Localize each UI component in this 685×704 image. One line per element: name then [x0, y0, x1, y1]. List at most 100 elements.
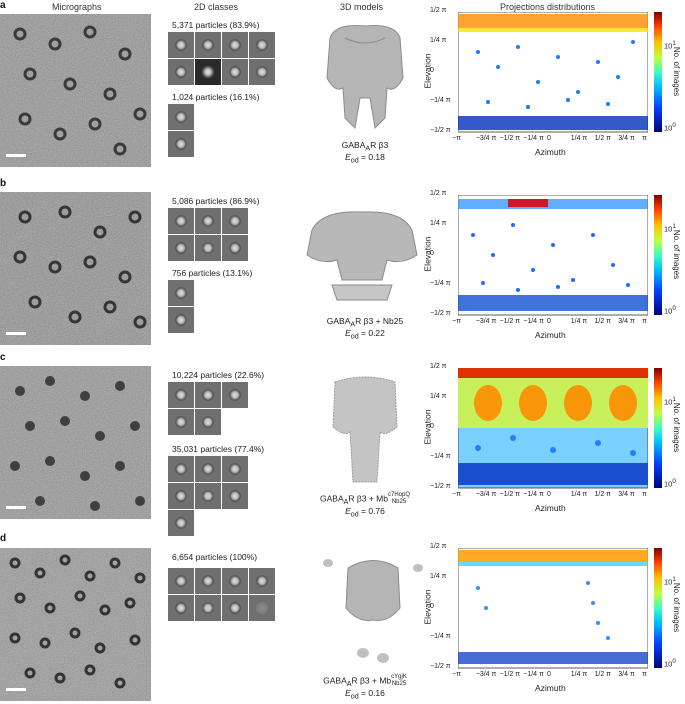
x-tick-label: π	[642, 135, 647, 142]
class-average	[168, 456, 194, 482]
colorbar-low-exponent: 0	[672, 478, 676, 485]
class-average	[222, 59, 248, 85]
class-average	[222, 568, 248, 594]
class-averages-grid	[168, 280, 194, 333]
y-tick-label: −1/4 π	[430, 280, 451, 287]
model-rest: R β3 + Nb25	[355, 316, 404, 326]
y-tick-label: 1/2 π	[430, 7, 447, 14]
y-tick-label: −1/4 π	[430, 453, 451, 460]
x-axis-title: Azimuth	[535, 683, 566, 693]
eod-label: Eod = 0.16	[305, 688, 425, 701]
class-average	[168, 595, 194, 621]
model-superscript: c7HopQ	[387, 492, 410, 498]
micrograph-a	[0, 14, 151, 167]
model-extra-subscript: Nb25	[391, 681, 407, 687]
eod-subscript: od	[350, 692, 359, 701]
y-tick-label: −1/4 π	[430, 633, 451, 640]
x-tick-label: −3/4 π	[475, 671, 497, 678]
colorbar-high-base: 10	[664, 224, 673, 234]
x-tick-label: 3/4 π	[618, 135, 635, 142]
particle-count: 5,371 particles (83.9%)	[172, 20, 260, 30]
scale-bar	[6, 332, 26, 335]
x-tick-label: −π	[452, 135, 461, 142]
x-tick-label: 1/2 π	[594, 318, 612, 325]
scale-bar	[6, 506, 26, 509]
x-tick-label: −1/4 π	[523, 135, 544, 142]
header-3d-models: 3D models	[340, 2, 384, 12]
colorbar-high-label: 101	[664, 396, 676, 407]
class-average	[195, 409, 221, 435]
x-tick-label: −3/4 π	[475, 135, 497, 142]
class-average	[168, 510, 194, 536]
micrograph-b-image	[0, 192, 151, 345]
class-average	[168, 235, 194, 261]
model-subscript: A	[365, 144, 371, 153]
panel-label-b: b	[0, 178, 7, 189]
colorbar-low-base: 10	[664, 479, 673, 489]
colorbar	[654, 12, 662, 132]
colorbar-low-label: 100	[664, 658, 676, 669]
x-tick-label: 1/4 π	[570, 135, 588, 142]
colorbar-high-exponent: 1	[672, 223, 676, 230]
class-averages-grid	[168, 104, 194, 157]
x-tick-label: −π	[452, 671, 461, 678]
x-tick-label: −1/4 π	[523, 671, 544, 678]
particle-count: 1,024 particles (16.1%)	[172, 92, 260, 102]
colorbar	[654, 368, 662, 488]
header-2d-classes: 2D classes	[194, 2, 239, 12]
model-rest: R β3	[370, 140, 389, 150]
class-averages-grid	[168, 456, 248, 536]
micrograph-d-image	[0, 548, 151, 701]
x-tick-label: π	[642, 318, 647, 325]
class-average	[195, 483, 221, 509]
header-projections: Projections distributions	[500, 2, 596, 12]
model-label: GABAAR β3 + Mb c7HopQ Nb25	[305, 492, 425, 506]
x-tick-label: π	[642, 671, 647, 678]
eod-value: = 0.18	[358, 152, 385, 162]
class-average	[195, 382, 221, 408]
eod-subscript: od	[350, 510, 359, 519]
class-average	[222, 483, 248, 509]
particle-count: 35,031 particles (77.4%)	[172, 444, 265, 454]
x-axis-title: Azimuth	[535, 503, 566, 513]
y-tick-label: 1/4 π	[430, 573, 447, 580]
scale-bar	[6, 688, 26, 691]
colorbar-low-exponent: 0	[672, 305, 676, 312]
colorbar	[654, 548, 662, 668]
y-tick-label: −1/2 π	[430, 127, 451, 134]
colorbar-low-base: 10	[664, 123, 673, 133]
class-average	[168, 131, 194, 157]
class-average	[195, 568, 221, 594]
colorbar-high-exponent: 1	[672, 576, 676, 583]
model-name: GABA	[323, 675, 347, 686]
panel-label-d: d	[0, 533, 7, 544]
class-average	[168, 208, 194, 234]
y-tick-label: −1/4 π	[430, 97, 451, 104]
x-tick-label: −3/4 π	[475, 318, 497, 325]
colorbar-low-label: 100	[664, 305, 676, 316]
model-name: GABA	[320, 493, 344, 504]
panel-label-a: a	[0, 0, 6, 11]
class-average	[168, 568, 194, 594]
model-rest: R β3 + Mb	[348, 493, 388, 504]
particle-count: 10,224 particles (22.6%)	[172, 370, 265, 380]
x-tick-label: 1/4 π	[570, 318, 588, 325]
class-average	[249, 32, 275, 58]
3d-model-a	[326, 25, 404, 130]
colorbar-low-base: 10	[664, 306, 673, 316]
class-average	[222, 456, 248, 482]
colorbar-title: No. of images	[672, 402, 682, 453]
colorbar-title: No. of images	[672, 46, 682, 97]
x-tick-label: 1/2 π	[594, 491, 612, 498]
colorbar-high-label: 101	[664, 223, 676, 234]
colorbar-high-exponent: 1	[672, 396, 676, 403]
x-tick-label: 3/4 π	[618, 318, 635, 325]
class-average	[168, 307, 194, 333]
x-tick-label: 0	[547, 491, 551, 498]
class-average	[222, 595, 248, 621]
x-tick-label: −1/2 π	[499, 135, 521, 142]
particle-count: 756 particles (13.1%)	[172, 268, 253, 278]
model-subscript: A	[346, 679, 352, 688]
class-average	[168, 382, 194, 408]
class-average	[195, 456, 221, 482]
